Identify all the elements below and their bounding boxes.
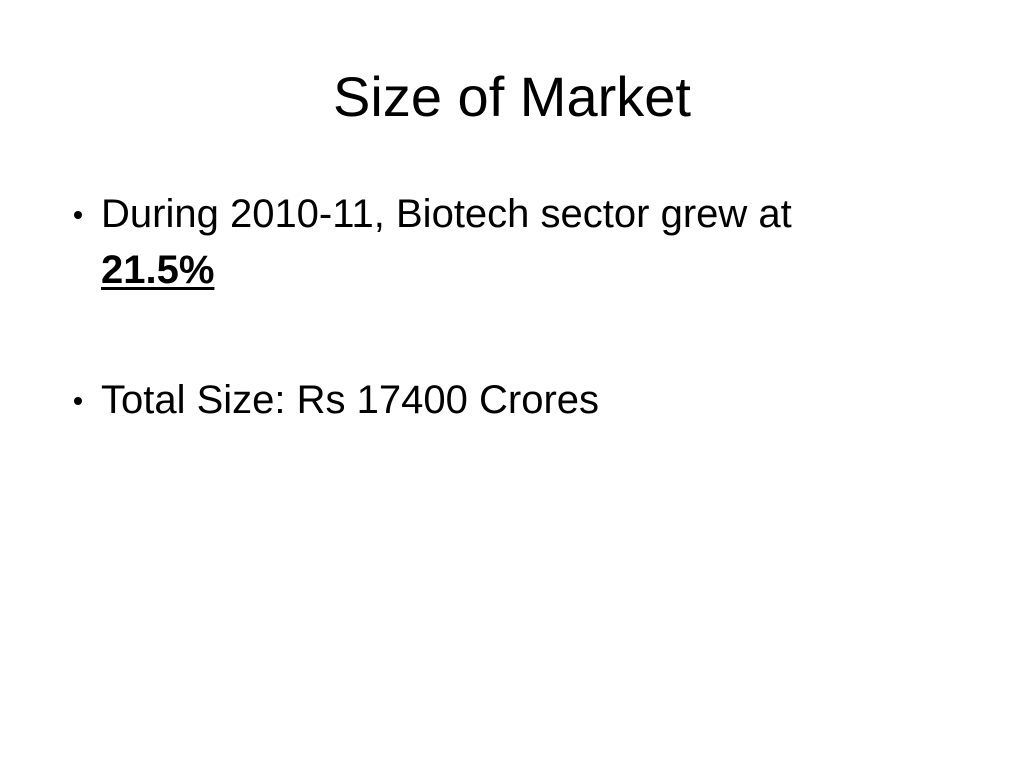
- bullet-emphasis: 21.5%: [101, 248, 215, 292]
- slide-title: Size of Market: [333, 65, 691, 128]
- bullet-dot: [74, 397, 82, 405]
- bullet-dot: [74, 211, 82, 219]
- bullet-text: Total Size: Rs 17400 Crores: [101, 378, 600, 422]
- bullet-text: During 2010-11, Biotech sector grew at: [101, 192, 792, 236]
